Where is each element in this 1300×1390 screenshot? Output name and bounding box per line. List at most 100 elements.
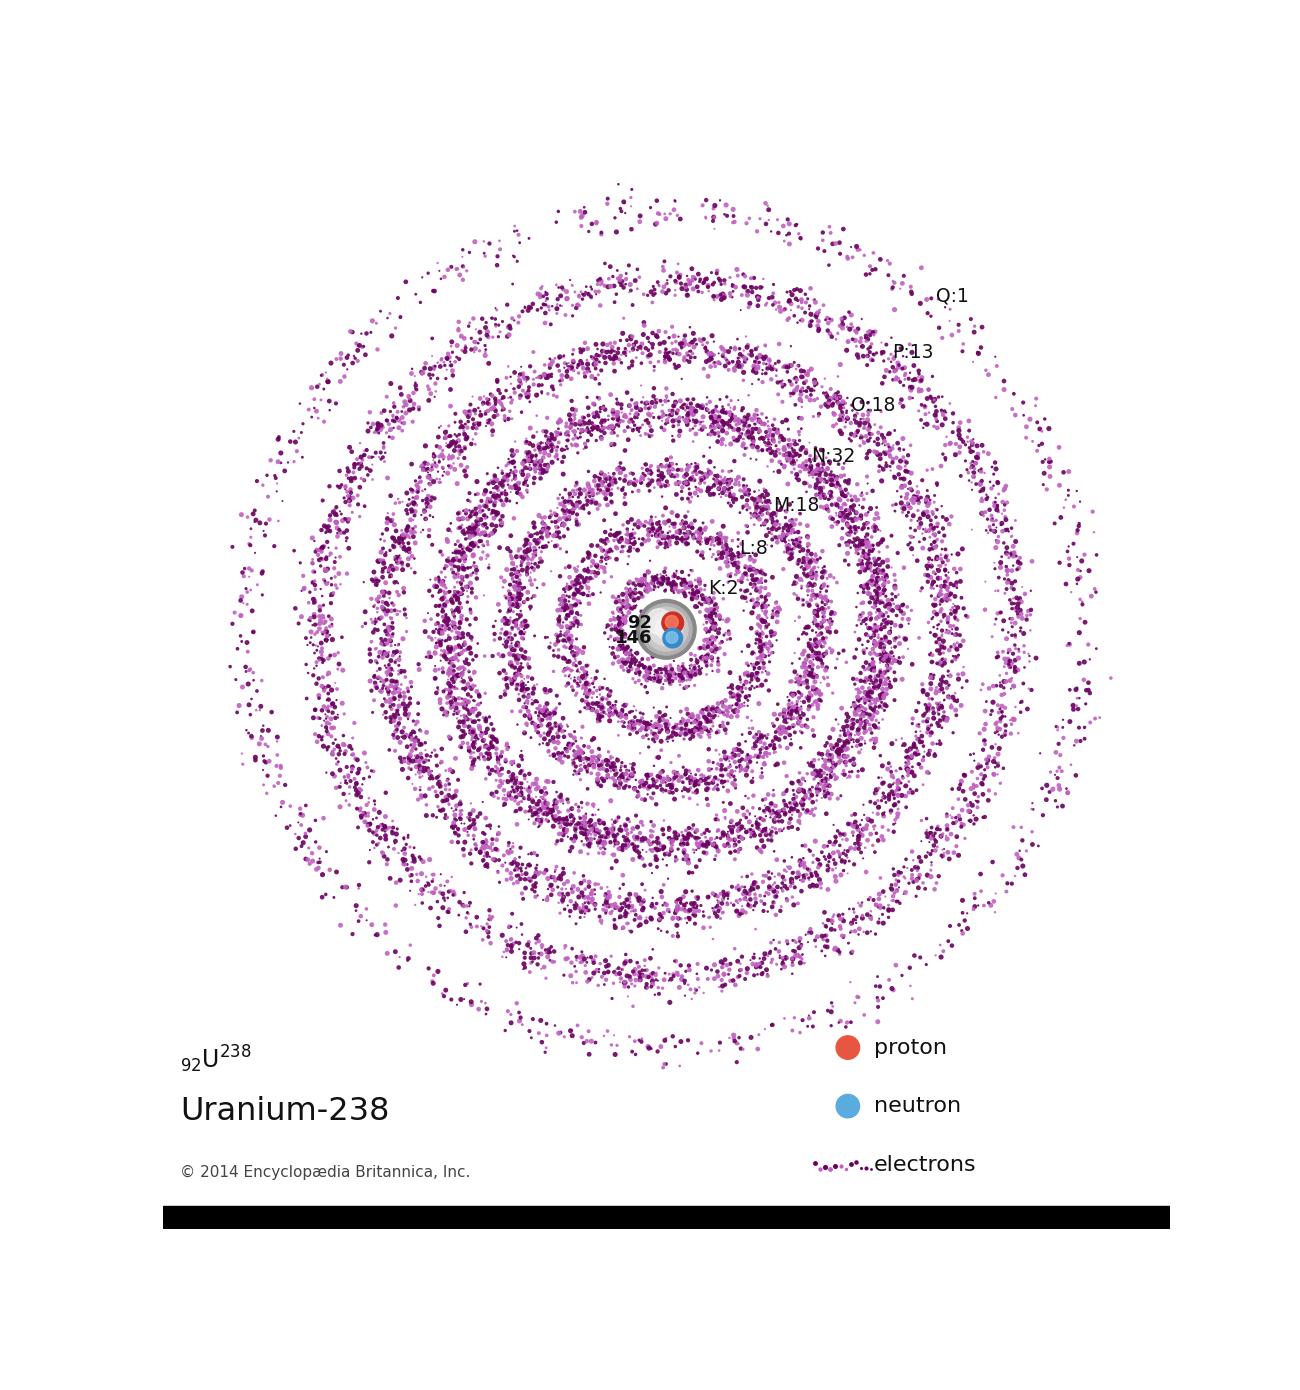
Point	[845, 695, 866, 717]
Point	[780, 382, 801, 404]
Point	[580, 485, 601, 507]
Point	[442, 610, 463, 632]
Point	[868, 664, 889, 687]
Point	[385, 317, 406, 339]
Point	[992, 695, 1013, 717]
Point	[485, 391, 506, 413]
Point	[827, 473, 848, 495]
Point	[803, 663, 824, 685]
Point	[668, 580, 689, 602]
Point	[729, 666, 750, 688]
Point	[588, 478, 608, 500]
Point	[419, 389, 439, 411]
Point	[502, 787, 523, 809]
Point	[749, 948, 770, 970]
Point	[311, 548, 332, 570]
Point	[796, 439, 816, 461]
Point	[448, 634, 469, 656]
Point	[907, 855, 928, 877]
Point	[993, 670, 1014, 692]
Point	[833, 759, 854, 781]
Point	[654, 580, 675, 602]
Point	[901, 745, 922, 767]
Point	[771, 723, 792, 745]
Point	[749, 637, 770, 659]
Point	[559, 651, 580, 673]
Point	[980, 471, 1001, 493]
Point	[554, 630, 575, 652]
Point	[872, 645, 893, 667]
Point	[625, 958, 646, 980]
Point	[697, 696, 718, 719]
Point	[803, 556, 824, 578]
Point	[335, 478, 356, 500]
Point	[850, 530, 871, 552]
Point	[322, 702, 343, 724]
Point	[506, 478, 526, 500]
Point	[454, 881, 474, 904]
Point	[753, 610, 774, 632]
Point	[546, 624, 567, 646]
Point	[968, 342, 989, 364]
Point	[675, 765, 696, 787]
Point	[987, 499, 1008, 521]
Point	[849, 699, 870, 721]
Point	[569, 418, 590, 441]
Point	[443, 639, 464, 662]
Point	[309, 708, 330, 730]
Point	[437, 614, 458, 637]
Point	[448, 657, 469, 680]
Point	[758, 723, 779, 745]
Point	[615, 952, 636, 974]
Point	[942, 796, 963, 819]
Point	[827, 391, 848, 413]
Point	[864, 702, 885, 724]
Point	[736, 671, 757, 694]
Point	[806, 874, 827, 897]
Point	[725, 760, 746, 783]
Point	[615, 763, 636, 785]
Point	[983, 520, 1004, 542]
Point	[575, 666, 595, 688]
Point	[556, 360, 577, 382]
Point	[582, 748, 603, 770]
Point	[885, 728, 906, 751]
Point	[438, 607, 459, 630]
Point	[699, 587, 720, 609]
Point	[603, 348, 624, 370]
Point	[722, 460, 742, 482]
Point	[924, 484, 945, 506]
Point	[883, 885, 903, 908]
Point	[514, 455, 534, 477]
Point	[668, 424, 689, 446]
Point	[682, 278, 703, 300]
Point	[714, 823, 734, 845]
Point	[950, 774, 971, 796]
Point	[611, 614, 632, 637]
Point	[905, 856, 926, 878]
Point	[736, 670, 757, 692]
Point	[460, 669, 481, 691]
Point	[630, 600, 651, 623]
Point	[399, 692, 420, 714]
Point	[918, 302, 939, 324]
Point	[774, 752, 794, 774]
Point	[783, 518, 803, 541]
Point	[902, 377, 923, 399]
Point	[985, 516, 1006, 538]
Point	[434, 790, 455, 812]
Point	[677, 719, 698, 741]
Point	[715, 759, 736, 781]
Point	[731, 299, 751, 321]
Point	[602, 619, 623, 641]
Point	[774, 949, 794, 972]
Point	[710, 531, 731, 553]
Point	[311, 538, 332, 560]
Point	[760, 1013, 781, 1036]
Point	[701, 534, 722, 556]
Point	[491, 945, 512, 967]
Point	[859, 887, 880, 909]
Point	[857, 574, 878, 596]
Bar	[162, 1205, 1170, 1270]
Point	[796, 379, 816, 402]
